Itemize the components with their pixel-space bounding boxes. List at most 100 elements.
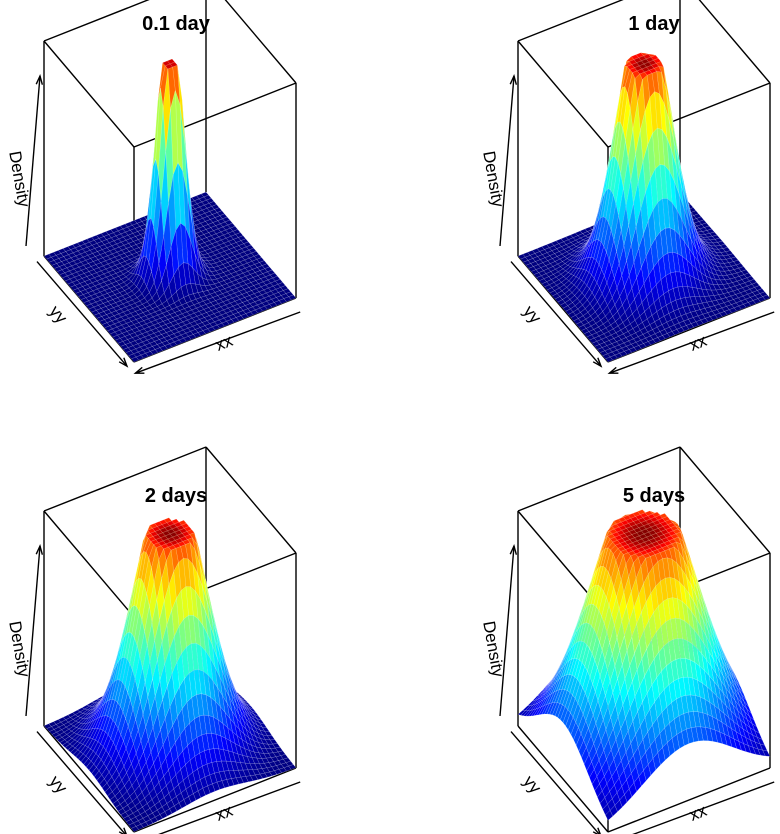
surface-facet [86, 274, 95, 280]
surface-facet [253, 291, 262, 298]
surface-facet [86, 303, 95, 310]
surface-facet [86, 266, 95, 272]
surface-facet [128, 241, 137, 247]
surface-facet [216, 314, 225, 321]
surface-facet [120, 344, 129, 350]
surface-facet [228, 314, 237, 320]
box-edge [698, 0, 771, 84]
z-axis-arrow [25, 545, 41, 717]
surface-facet [135, 234, 144, 240]
surface-facet [246, 290, 255, 296]
surface-facet [242, 300, 251, 306]
surface-facet [218, 309, 227, 316]
surface-facet [179, 308, 188, 315]
surface-facet [223, 241, 232, 247]
surface-facet [177, 313, 186, 320]
y-axis-label: yy [45, 302, 71, 328]
surface-facet [125, 350, 134, 357]
surface-facet [208, 230, 217, 236]
surface-facet [136, 276, 145, 291]
surface-facet [186, 309, 195, 316]
surface-mesh [517, 52, 771, 363]
surface-facet [202, 328, 211, 335]
surface-facet [237, 264, 246, 271]
surface-facet [246, 252, 255, 259]
surface-facet [214, 282, 223, 288]
surface-facet [144, 334, 153, 341]
surface-facet [231, 287, 240, 294]
surface-facet [247, 269, 256, 275]
surface-facet [106, 312, 115, 318]
surface-facet [263, 287, 272, 294]
z-axis-label: Density [5, 149, 34, 209]
x-axis-label: xx [686, 331, 709, 355]
surface-facet [235, 269, 244, 276]
panel-title: 5 days [623, 485, 685, 507]
surface-facet [234, 290, 243, 297]
surface-facet [93, 304, 102, 311]
box-edge [517, 0, 624, 42]
surface-facet [245, 311, 254, 318]
surface-facet [132, 231, 141, 237]
surface-facet [230, 300, 239, 307]
surface-facet [226, 281, 235, 288]
surface-facet [207, 251, 216, 257]
surface-facet [102, 293, 111, 299]
surface-facet [227, 268, 236, 274]
box-edge [517, 40, 609, 148]
surface-facet [66, 273, 76, 280]
surface-facet [232, 258, 241, 265]
surface-facet [128, 316, 137, 322]
surface-facet [226, 319, 235, 325]
z-axis-label: Density [479, 149, 508, 209]
surface-facet [236, 285, 245, 292]
surface-facet [85, 258, 94, 264]
surface-facet [261, 292, 270, 299]
surface-facet [116, 249, 125, 256]
surface-facet [231, 250, 240, 256]
surface-facet [77, 286, 86, 292]
x-axis-label: xx [212, 801, 235, 825]
x-axis-label: xx [686, 801, 709, 825]
surface-facet [113, 313, 122, 320]
z-axis-arrow [25, 75, 41, 247]
surface-facet [130, 348, 139, 355]
surface-facet [131, 356, 140, 363]
z-axis-label: Density [5, 619, 34, 679]
surface-facet [239, 289, 248, 295]
surface-facet [138, 255, 147, 278]
surface-facet [115, 308, 124, 315]
surface-facet [167, 309, 176, 315]
surface-facet [278, 298, 287, 304]
surface-facet [190, 329, 199, 335]
surface-facet [128, 273, 137, 282]
box-edge [205, 446, 297, 554]
surface-facet [153, 322, 162, 329]
surface-facet [78, 265, 87, 271]
surface-facet [126, 321, 135, 327]
surface-facet [110, 264, 119, 271]
surface-facet [154, 298, 163, 307]
surface-facet [122, 263, 131, 270]
surface-facet [227, 260, 236, 266]
surface-facet [59, 272, 68, 279]
surface-facet [106, 320, 115, 327]
surface-facet [200, 295, 209, 302]
surface-facet [122, 331, 131, 337]
surface-facet [103, 271, 112, 278]
surface-facet [183, 336, 192, 342]
surface-facet [73, 258, 82, 265]
surface-facet [187, 317, 196, 324]
surface-facet [236, 294, 245, 300]
surface-facet [137, 341, 146, 348]
surface-facet [75, 291, 84, 297]
surface-facet [244, 295, 253, 301]
surface-facet [88, 306, 97, 313]
surface-facet [104, 317, 113, 323]
surface-facet [145, 313, 154, 320]
surface-facet [150, 319, 159, 326]
surface-facet [255, 286, 265, 293]
surface-facet [129, 261, 138, 268]
surface-facet [280, 293, 289, 299]
